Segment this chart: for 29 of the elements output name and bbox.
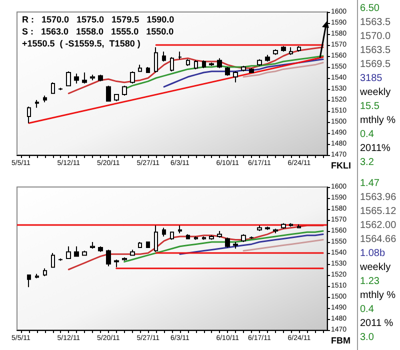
text: 2011 % <box>360 317 394 331</box>
text: 1569.5 <box>360 58 392 72</box>
annotation: S : 1563.0 1558.0 1555.0 1550.0 <box>22 26 174 36</box>
text: 1562.00 <box>360 219 398 233</box>
text: 6.50 <box>360 2 380 16</box>
text: 1.47 <box>360 177 380 191</box>
text: 3.0 <box>360 331 375 345</box>
text: 3185 <box>360 72 384 86</box>
text: 2011% <box>360 142 392 156</box>
text: 1565.12 <box>360 205 398 219</box>
text: mthly % <box>360 289 397 303</box>
annotation: +1550.5 ( -S1559.5, T1580 ) <box>22 38 140 48</box>
text: 0.4 <box>360 303 375 317</box>
text: 1570.0 <box>360 30 392 44</box>
text: mthly % <box>360 114 397 128</box>
text: 0.4 <box>360 128 375 142</box>
text: 1563.96 <box>360 191 398 205</box>
text: weekly <box>360 261 392 275</box>
text: 1563.5 <box>360 16 392 30</box>
text: weekly <box>360 86 392 100</box>
annotation: R : 1570.0 1575.0 1579.5 1590.0 <box>22 14 174 24</box>
x-axis-title: FKLI <box>331 160 351 170</box>
text: 3.2 <box>360 156 375 170</box>
text: 1563.5 <box>360 44 392 58</box>
text: 15.5 <box>360 100 380 114</box>
x-axis-title: FBM <box>331 336 350 346</box>
text: 1.23 <box>360 275 380 289</box>
text: 1.08b <box>360 247 386 261</box>
text: 1564.66 <box>360 233 398 247</box>
